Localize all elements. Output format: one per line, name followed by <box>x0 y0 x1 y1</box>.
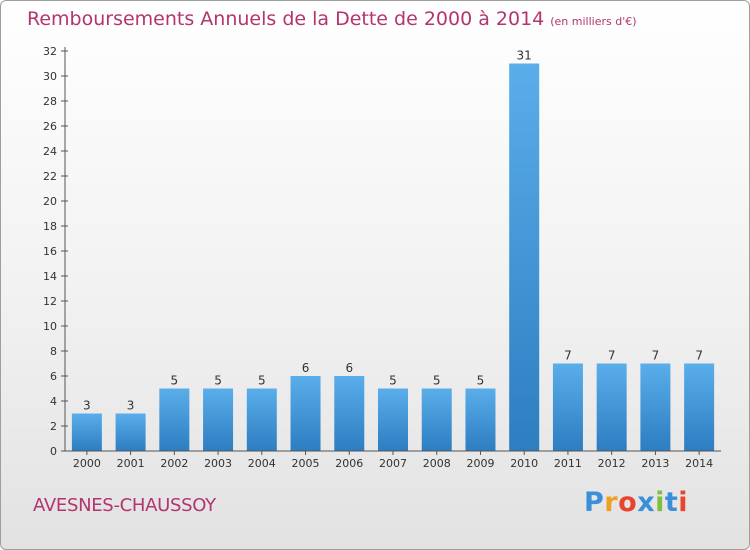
logo-letter: o <box>618 487 638 518</box>
logo-letter: t <box>664 487 679 518</box>
x-axis: 2000 2001 2002 2003 2004 2005 2006 2007 2008 2009… <box>65 450 721 470</box>
y-tick-label: 12 <box>43 295 57 308</box>
y-tick-label: 20 <box>43 195 57 208</box>
y-tick-label: 8 <box>50 345 57 358</box>
y-tick-label: 30 <box>43 70 57 83</box>
data-label-2005: 6 <box>302 361 310 375</box>
data-label-2011: 7 <box>564 349 572 363</box>
x-tick-label-2005: 2005 <box>292 457 320 470</box>
bar-2000 <box>71 413 102 451</box>
y-tick-label: 2 <box>50 420 57 433</box>
y-tick-label: 22 <box>43 170 57 183</box>
data-label-2013: 7 <box>652 349 660 363</box>
x-tick-label-2001: 2001 <box>117 457 145 470</box>
bar-2004 <box>246 388 277 451</box>
x-tick-label-2008: 2008 <box>423 457 451 470</box>
bar-2002 <box>159 388 190 451</box>
bar-2001 <box>115 413 146 451</box>
x-tick-label-2003: 2003 <box>204 457 232 470</box>
bar-2009 <box>465 388 496 451</box>
data-label-2001: 3 <box>127 399 135 413</box>
location-name: AVESNES-CHAUSSOY <box>33 495 216 516</box>
bar-2005 <box>290 376 321 451</box>
x-tick-label-2014: 2014 <box>685 457 713 470</box>
logo-letter: i <box>655 487 665 518</box>
logo-letter: P <box>584 487 605 518</box>
x-tick-label-2009: 2009 <box>466 457 494 470</box>
x-tick-label-2007: 2007 <box>379 457 407 470</box>
bar-2011 <box>552 363 583 451</box>
logo-letter: x <box>637 487 656 518</box>
y-tick-label: 26 <box>43 120 57 133</box>
logo-letter: r <box>604 487 619 518</box>
x-tick-label-2000: 2000 <box>73 457 101 470</box>
y-tick-label: 10 <box>43 320 57 333</box>
data-label-2006: 6 <box>345 361 353 375</box>
y-tick-label: 28 <box>43 95 57 108</box>
bar-2008 <box>421 388 452 451</box>
x-tick-label-2010: 2010 <box>510 457 538 470</box>
y-tick-label: 18 <box>43 220 57 233</box>
x-tick-label-2004: 2004 <box>248 457 276 470</box>
logo-letter: i <box>678 487 689 518</box>
data-label-2010: 31 <box>517 49 532 63</box>
y-tick-label: 4 <box>50 395 57 408</box>
bar-2014 <box>684 363 715 451</box>
data-label-2009: 5 <box>477 374 485 388</box>
data-label-2007: 5 <box>389 374 397 388</box>
data-label-2008: 5 <box>433 374 441 388</box>
unit-label: (en milliers d'€) <box>550 15 637 28</box>
x-tick-label-2006: 2006 <box>335 457 363 470</box>
proxiti-logo: Proxiti <box>584 487 688 518</box>
data-label-2012: 7 <box>608 349 616 363</box>
x-tick-label-2013: 2013 <box>641 457 669 470</box>
bar-2013 <box>640 363 671 451</box>
y-tick-label: 6 <box>50 370 57 383</box>
bar-2003 <box>203 388 234 451</box>
title-text: Remboursements Annuels de la Dette de 20… <box>27 8 545 30</box>
data-label-2003: 5 <box>214 374 222 388</box>
y-tick-label: 14 <box>43 270 57 283</box>
bar-2006 <box>334 376 365 451</box>
data-label-2000: 3 <box>83 399 91 413</box>
x-tick-label-2012: 2012 <box>598 457 626 470</box>
y-tick-label: 32 <box>43 45 57 58</box>
y-tick-label: 16 <box>43 245 57 258</box>
data-label-2004: 5 <box>258 374 266 388</box>
bar-2010 <box>509 63 540 451</box>
x-tick-label-2011: 2011 <box>554 457 582 470</box>
bar-2007 <box>378 388 408 451</box>
x-tick-label-2002: 2002 <box>160 457 188 470</box>
data-label-2002: 5 <box>171 374 179 388</box>
y-tick-label: 0 <box>50 445 57 458</box>
y-tick-label: 24 <box>43 145 57 158</box>
bar-2012 <box>596 363 627 451</box>
data-label-2014: 7 <box>695 349 703 363</box>
chart-title: Remboursements Annuels de la Dette de 20… <box>27 8 637 30</box>
